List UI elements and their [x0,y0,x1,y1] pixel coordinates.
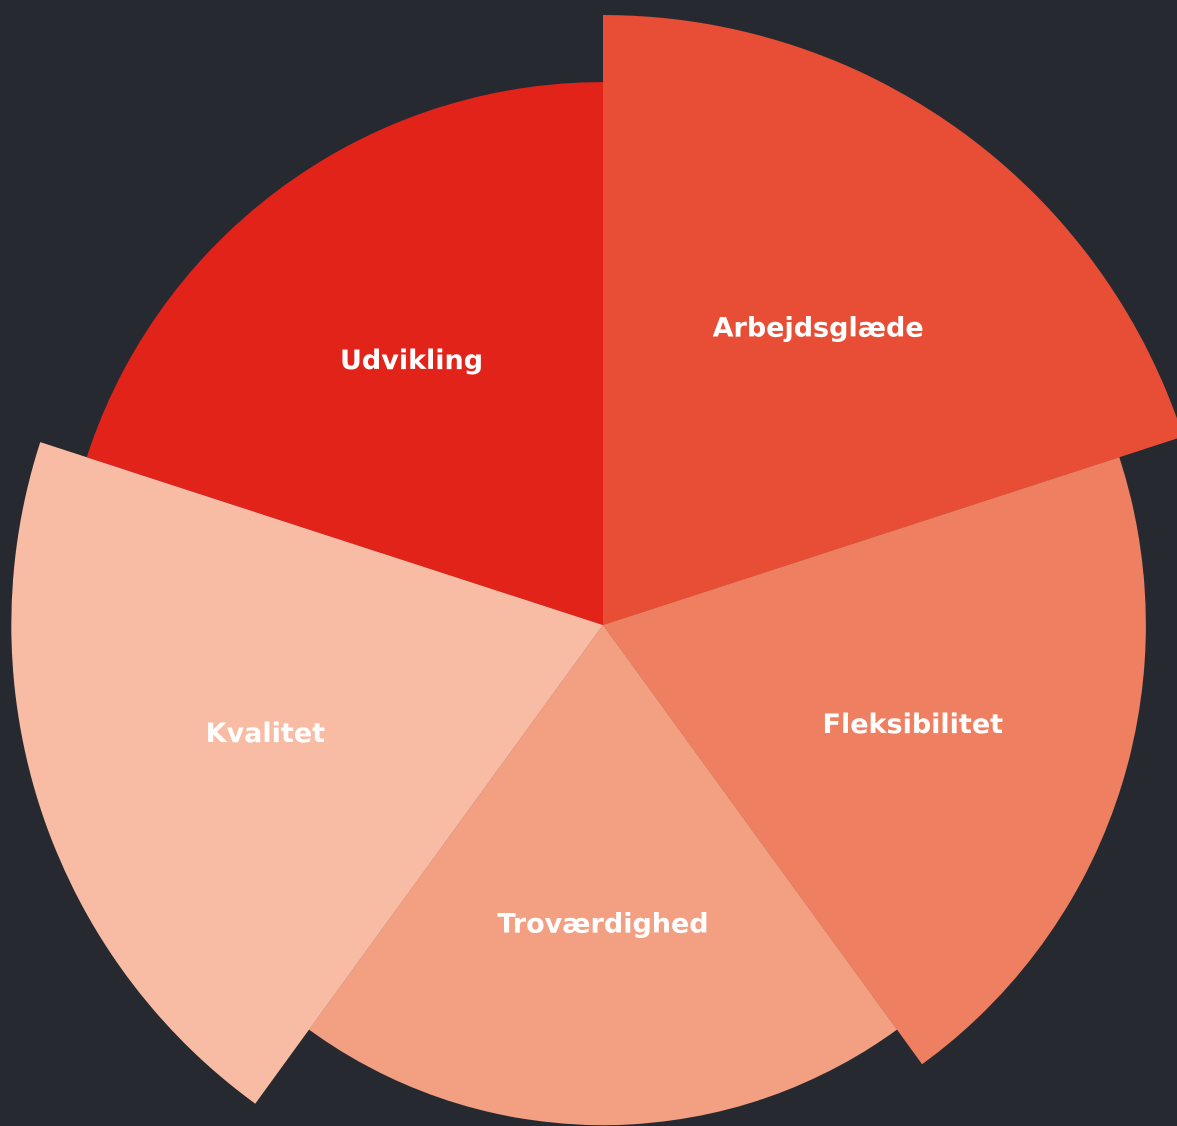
slice [603,457,1146,1065]
slice [603,15,1177,625]
slice-label: Kvalitet [206,718,325,749]
slice-label: Udvikling [340,345,483,376]
slice [86,82,604,626]
slice-label: Arbejdsglæde [713,312,924,343]
slices [11,15,1177,1126]
slice-label: Fleksibilitet [823,709,1004,740]
slice [308,625,898,1126]
labels: Arbejdsglæde Fleksibilitet Troværdighed Kva… [206,312,1003,939]
slice-label: Troværdighed [497,909,708,940]
slice [11,442,604,1104]
